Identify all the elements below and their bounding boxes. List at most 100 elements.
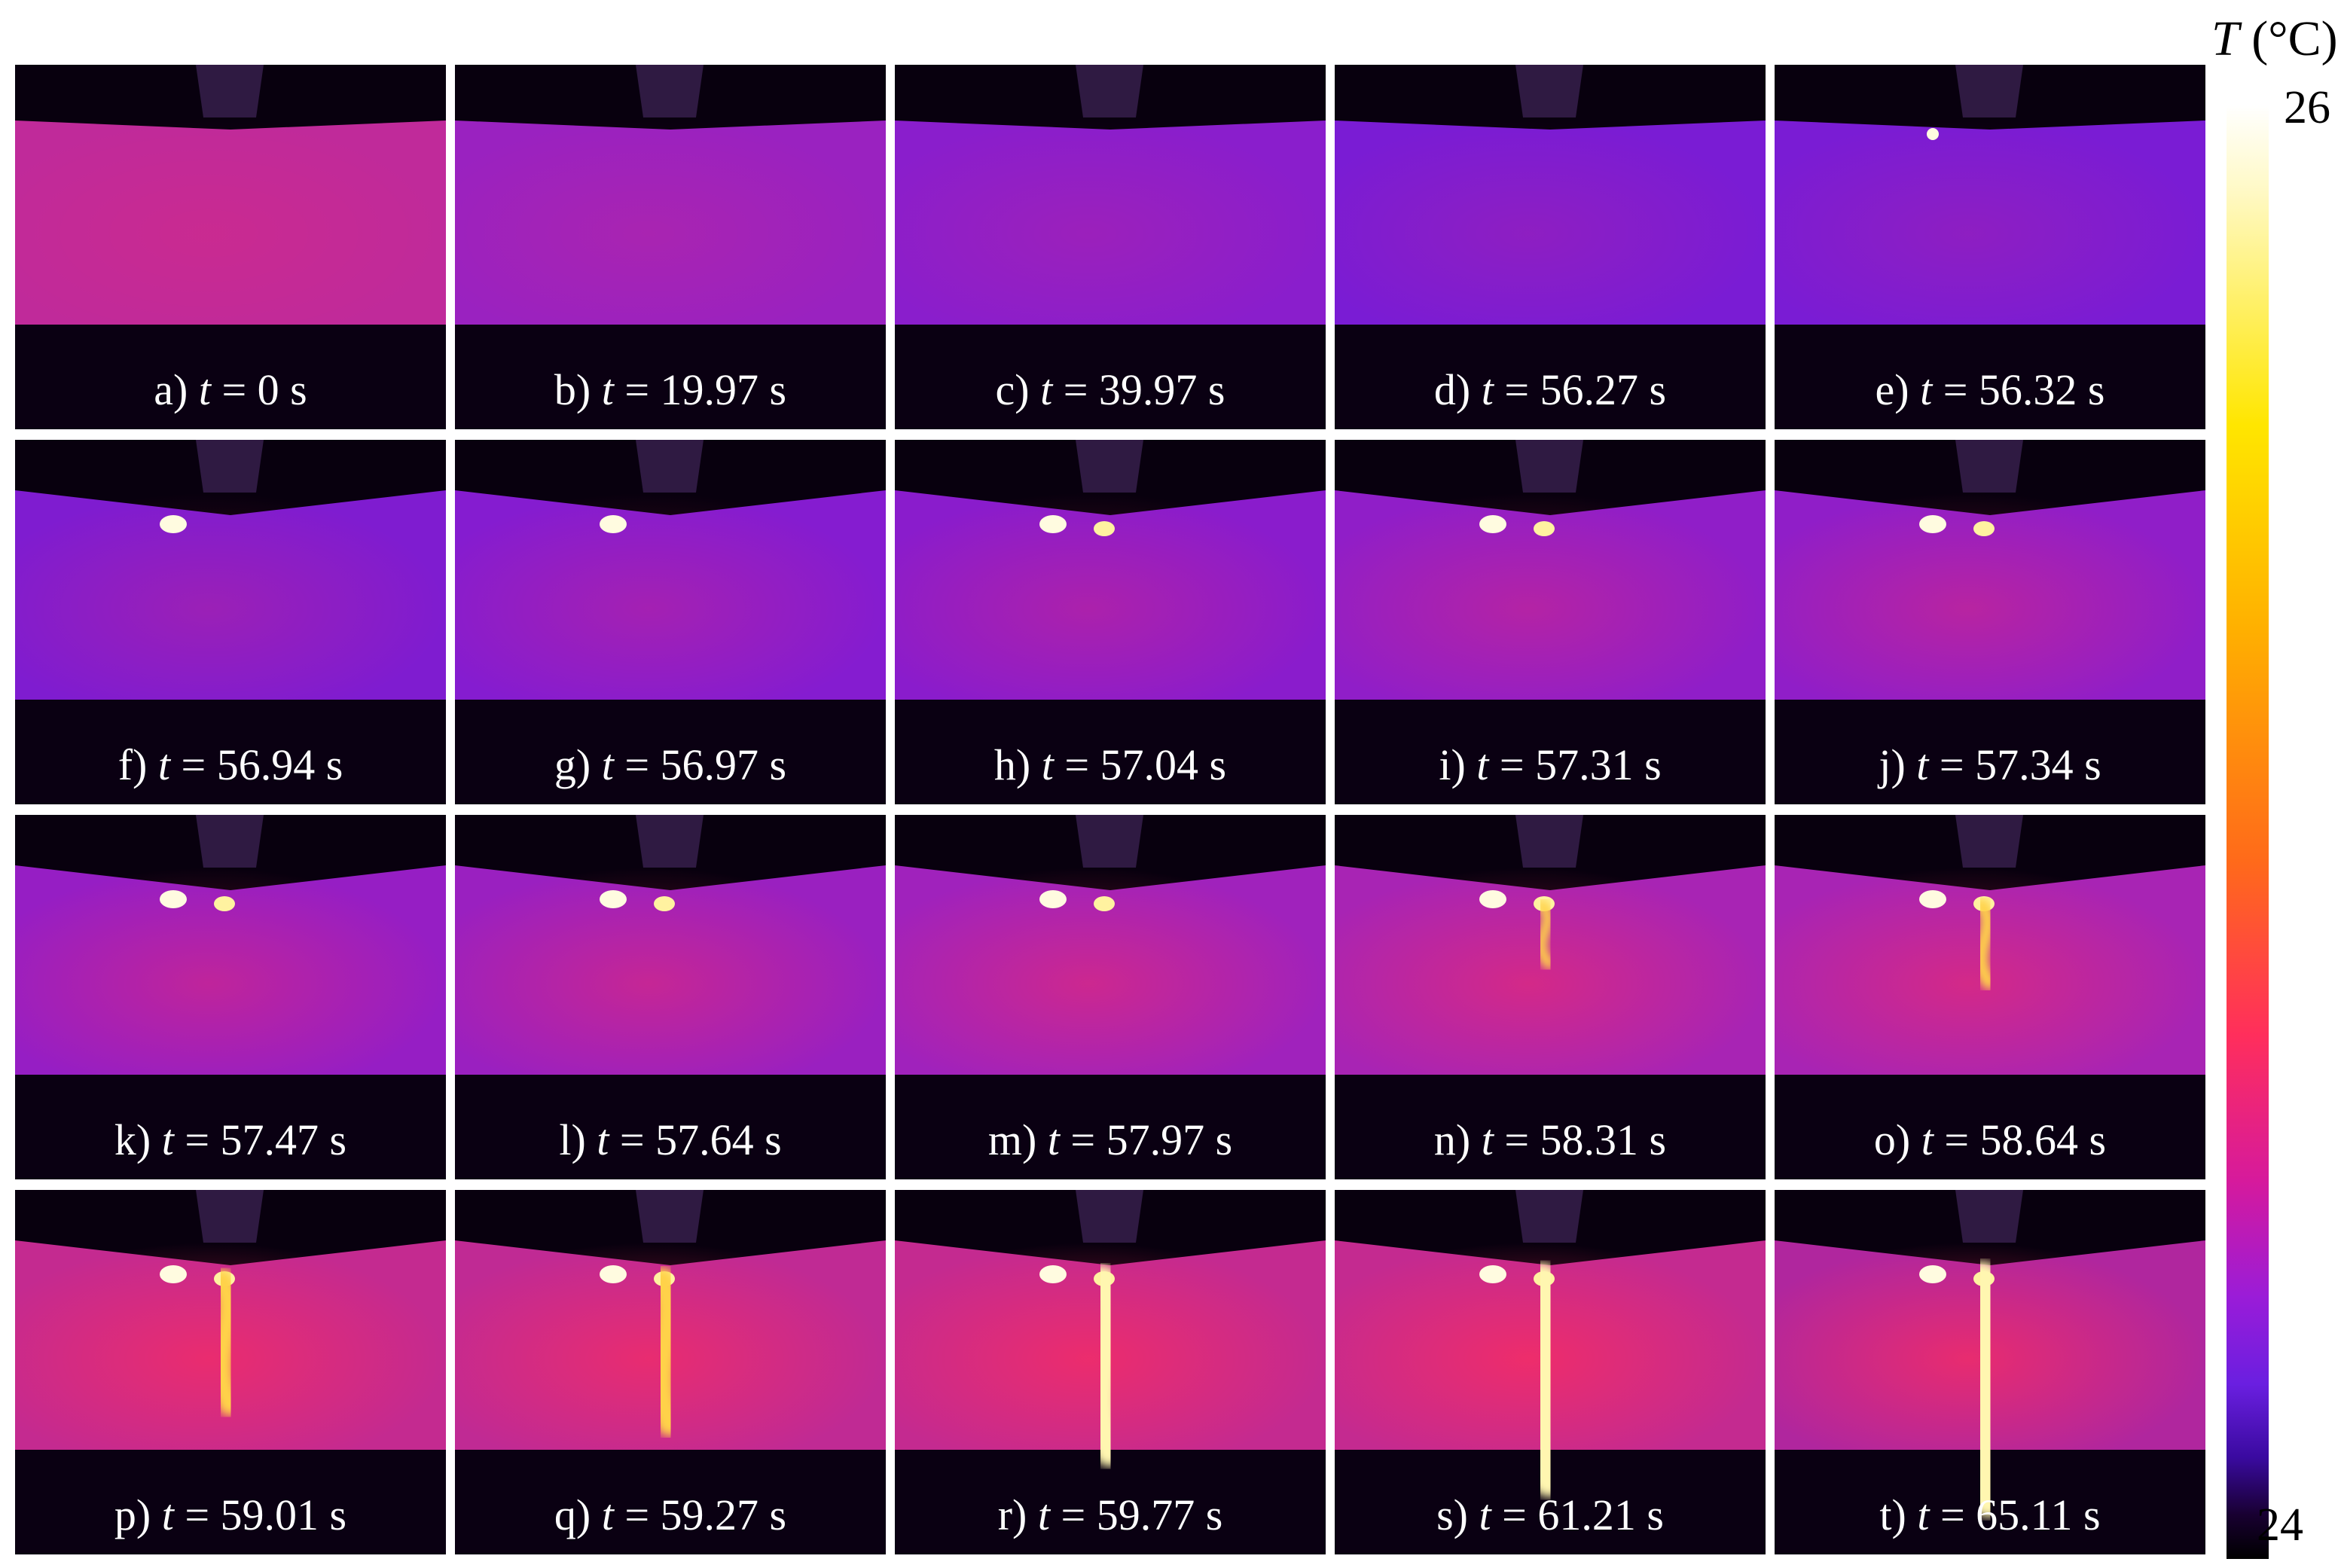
hot-spot: [1973, 521, 1995, 536]
time-symbol: t: [1037, 1490, 1050, 1539]
panel-letter: h): [993, 740, 1031, 789]
panel-letter: t): [1879, 1490, 1906, 1539]
time-symbol: t: [1047, 1115, 1060, 1164]
thermal-image: [1335, 815, 1766, 1179]
panel-caption: n) t = 58.31 s: [1335, 1116, 1766, 1164]
thermal-image: [455, 440, 886, 804]
panel-letter: l): [559, 1115, 586, 1164]
colorbar-min-label: 24: [2257, 1499, 2303, 1551]
thermal-panel: f) t = 56.94 s: [15, 440, 446, 804]
hot-spot: [160, 515, 187, 533]
panel-time: = 65.11 s: [1940, 1490, 2101, 1539]
thermal-image: [1775, 1190, 2205, 1554]
thermal-panel: o) t = 58.64 s: [1775, 815, 2205, 1179]
panel-caption: h) t = 57.04 s: [895, 741, 1326, 789]
thermal-image: [455, 815, 886, 1179]
thermal-image: [15, 815, 446, 1179]
crack-heat-trail: [1962, 1261, 2008, 1518]
colorbar-title: T (°C): [2211, 11, 2338, 68]
panel-caption: c) t = 39.97 s: [895, 366, 1326, 414]
thermal-panel: j) t = 57.34 s: [1775, 440, 2205, 804]
panel-time: = 56.32 s: [1943, 365, 2105, 414]
time-symbol: t: [1481, 365, 1494, 414]
panel-time: = 57.34 s: [1939, 740, 2101, 789]
panel-time: = 39.97 s: [1063, 365, 1225, 414]
crack-heat-trail: [1524, 1263, 1567, 1497]
thermal-image: [1335, 65, 1766, 429]
hot-spot: [214, 896, 235, 911]
thermal-image: [15, 1190, 446, 1554]
panel-letter: a): [154, 365, 188, 414]
thermal-panel: p) t = 59.01 s: [15, 1190, 446, 1554]
thermal-panel: b) t = 19.97 s: [455, 65, 886, 429]
panel-caption: q) t = 59.27 s: [455, 1491, 886, 1539]
temperature-colorbar: T (°C) 26 24: [2211, 0, 2341, 1568]
panel-letter: n): [1433, 1115, 1471, 1164]
hot-spot: [1534, 521, 1555, 536]
crack-heat-trail: [649, 1268, 682, 1436]
thermal-panel: g) t = 56.97 s: [455, 440, 886, 804]
panel-letter: j): [1879, 740, 1906, 789]
panel-time: = 59.27 s: [624, 1490, 787, 1539]
time-symbol: t: [601, 1490, 614, 1539]
hot-spot: [600, 890, 627, 908]
panel-letter: m): [987, 1115, 1037, 1164]
colorbar-title-unit: (°C): [2251, 11, 2338, 66]
hot-spot: [1039, 890, 1067, 908]
time-symbol: t: [1476, 740, 1489, 789]
panel-time: = 58.64 s: [1944, 1115, 2107, 1164]
hot-spot: [1479, 1265, 1506, 1283]
panel-time: = 19.97 s: [624, 365, 787, 414]
time-symbol: t: [1921, 1115, 1934, 1164]
thermal-image: [1335, 1190, 1766, 1554]
panel-letter: f): [118, 740, 148, 789]
time-symbol: t: [1040, 365, 1053, 414]
panel-time: = 59.77 s: [1061, 1490, 1223, 1539]
hot-spot: [160, 890, 187, 908]
panel-letter: b): [554, 365, 591, 414]
panel-letter: e): [1875, 365, 1909, 414]
thermal-image: [1775, 815, 2205, 1179]
panel-time: = 57.97 s: [1070, 1115, 1233, 1164]
hot-spot: [1919, 515, 1946, 533]
panel-letter: s): [1436, 1490, 1468, 1539]
thermal-image: [15, 440, 446, 804]
thermal-panel: n) t = 58.31 s: [1335, 815, 1766, 1179]
thermal-panel: k) t = 57.47 s: [15, 815, 446, 1179]
panel-letter: p): [114, 1490, 151, 1539]
crack-heat-trail: [1973, 898, 1997, 990]
time-symbol: t: [1920, 365, 1933, 414]
thermal-image: [895, 1190, 1326, 1554]
crack-heat-trail: [210, 1269, 241, 1416]
hot-spot: [1039, 1265, 1067, 1283]
panel-letter: r): [997, 1490, 1027, 1539]
panel-caption: f) t = 56.94 s: [15, 741, 446, 789]
time-symbol: t: [1916, 740, 1929, 789]
panel-time: = 57.64 s: [619, 1115, 782, 1164]
hot-spot: [600, 515, 627, 533]
panel-letter: c): [995, 365, 1030, 414]
time-symbol: t: [161, 1115, 174, 1164]
thermal-image-grid: a) t = 0 s b) t = 19.97 s c) t = 39.97 s d)…: [15, 65, 2205, 1554]
thermal-panel: m) t = 57.97 s: [895, 815, 1326, 1179]
thermal-panel: d) t = 56.27 s: [1335, 65, 1766, 429]
panel-letter: d): [1433, 365, 1471, 414]
thermal-panel: e) t = 56.32 s: [1775, 65, 2205, 429]
time-symbol: t: [161, 1490, 174, 1539]
thermal-panel: c) t = 39.97 s: [895, 65, 1326, 429]
thermal-image: [15, 65, 446, 429]
thermal-panel: q) t = 59.27 s: [455, 1190, 886, 1554]
hot-spot: [600, 1265, 627, 1283]
panel-time: = 57.04 s: [1064, 740, 1227, 789]
hot-spot: [1479, 890, 1506, 908]
panel-caption: a) t = 0 s: [15, 366, 446, 414]
hot-spot: [1927, 128, 1939, 140]
panel-caption: p) t = 59.01 s: [15, 1491, 446, 1539]
panel-letter: k): [114, 1115, 151, 1164]
thermal-image: [1775, 440, 2205, 804]
colorbar-title-symbol: T: [2211, 11, 2239, 66]
panel-caption: o) t = 58.64 s: [1775, 1116, 2205, 1164]
hot-spot: [160, 1265, 187, 1283]
panel-caption: l) t = 57.64 s: [455, 1116, 886, 1164]
panel-time: = 57.31 s: [1499, 740, 1662, 789]
